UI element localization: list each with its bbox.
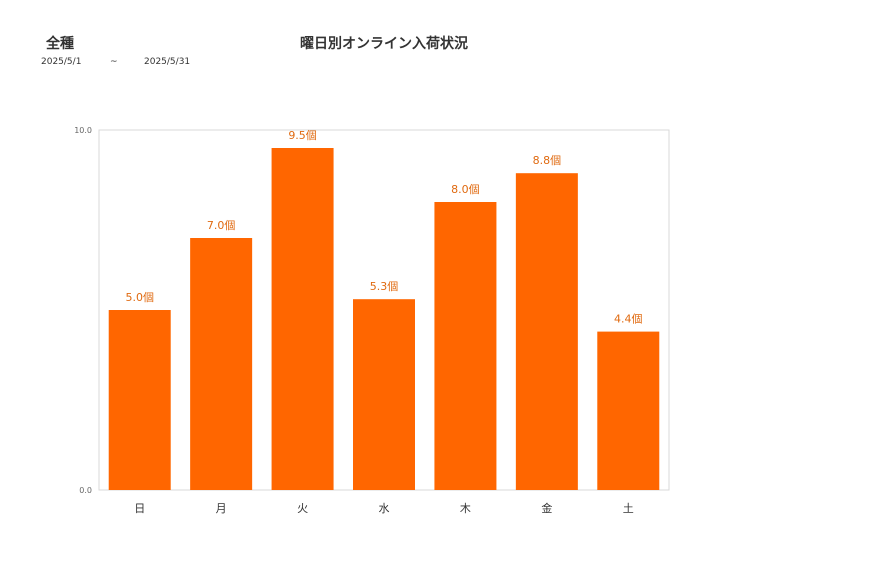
data-label-6: 4.4個 [614,313,643,326]
x-tick-label-6: 土 [623,502,634,515]
data-label-5: 8.8個 [533,154,562,167]
data-label-4: 8.0個 [451,183,480,196]
bar-1 [190,238,253,490]
date-end: 2025/5/31 [144,57,191,67]
y-tick-label-max: 10.0 [74,126,92,135]
chart-title: 曜日別オンライン入荷状況 [300,36,468,52]
bar-4 [434,202,497,490]
bar-3 [353,299,415,490]
date-separator: ~ [110,57,118,67]
x-tick-label-1: 月 [216,502,227,515]
data-label-3: 5.3個 [370,280,399,293]
data-label-0: 5.0個 [125,291,154,304]
x-tick-label-4: 木 [460,502,471,515]
data-label-1: 7.0個 [207,219,236,232]
x-tick-label-3: 水 [379,502,390,515]
x-tick-label-0: 日 [134,502,145,515]
bar-0 [108,310,171,490]
bar-5 [515,173,578,490]
bar-2 [271,148,334,490]
bar-6 [597,331,660,490]
x-tick-label-2: 火 [297,502,308,515]
data-label-2: 9.5個 [288,129,317,142]
y-tick-label-min: 0.0 [79,486,92,495]
date-start: 2025/5/1 [41,57,82,67]
x-tick-label-5: 金 [541,501,552,515]
category-title: 全種 [46,36,74,52]
